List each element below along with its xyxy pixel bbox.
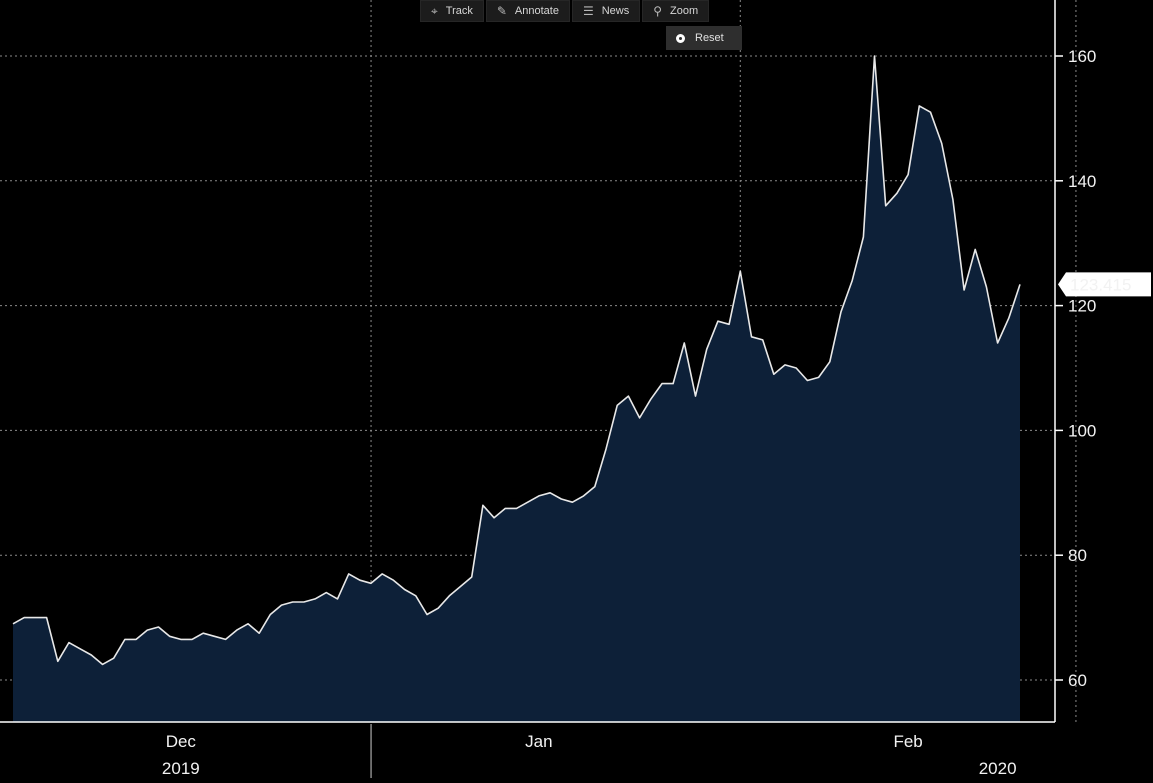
x-month-label: Feb <box>893 732 922 751</box>
news-label: News <box>601 5 630 17</box>
track-label: Track <box>445 5 473 17</box>
zoom-button[interactable]: ⚲ Zoom <box>642 0 710 22</box>
crosshair-icon: ⌖ <box>431 3 438 18</box>
x-axis-ticks: DecJanFebMar20192020 <box>162 732 1017 778</box>
price-line <box>12 55 1021 666</box>
x-month-label: Jan <box>525 732 552 751</box>
chart-toolbar: ⌖ Track ✎ Annotate ☰ News ⚲ Zoom <box>420 0 710 24</box>
circle-icon <box>676 33 685 43</box>
last-value-tag: 123.415 <box>1058 272 1151 297</box>
y-tick-label: 120 <box>1068 297 1096 316</box>
magnifier-icon: ⚲ <box>653 4 663 18</box>
y-tick-label: 160 <box>1068 47 1096 66</box>
x-month-label: Dec <box>166 732 197 751</box>
track-button[interactable]: ⌖ Track <box>420 0 484 22</box>
news-button[interactable]: ☰ News <box>571 0 641 22</box>
y-axis-ticks: 60 80 100 120 140 160 <box>1055 47 1096 690</box>
reset-button[interactable]: Reset <box>666 26 742 50</box>
y-tick-label: 80 <box>1068 546 1087 565</box>
reset-label: Reset <box>695 32 724 44</box>
x-year-label: 2020 <box>979 759 1017 778</box>
list-icon: ☰ <box>582 4 594 18</box>
y-tick-label: 140 <box>1068 172 1096 191</box>
y-tick-label: 60 <box>1068 671 1087 690</box>
pencil-icon: ✎ <box>496 4 507 18</box>
zoom-label: Zoom <box>670 5 699 17</box>
price-area <box>13 56 1020 722</box>
annotate-button[interactable]: ✎ Annotate <box>485 0 570 22</box>
y-tick-label: 100 <box>1068 421 1096 440</box>
last-value-label: 123.415 <box>1070 275 1131 294</box>
annotate-label: Annotate <box>514 5 559 17</box>
x-year-label: 2019 <box>162 759 200 778</box>
axes <box>0 0 1056 778</box>
